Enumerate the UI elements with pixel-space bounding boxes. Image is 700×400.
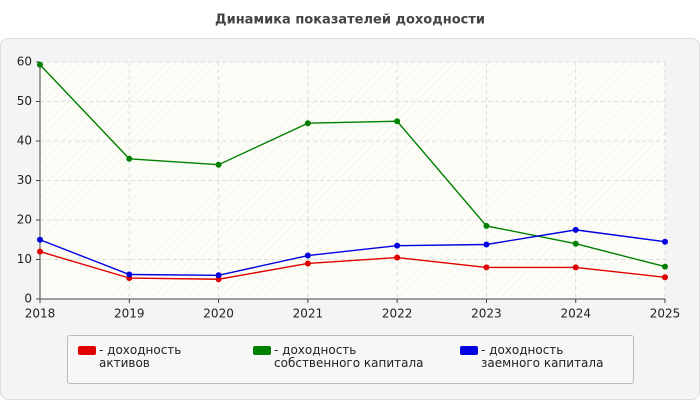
- y-tick-label: 10: [17, 252, 32, 266]
- data-point: [126, 271, 133, 278]
- x-tick-label: 2024: [560, 307, 591, 321]
- legend-swatch: [460, 346, 478, 355]
- legend-label: - доходность собственного капитала: [274, 343, 424, 370]
- y-tick-label: 40: [17, 134, 32, 148]
- data-point: [483, 222, 490, 229]
- data-point: [304, 260, 311, 267]
- data-point: [572, 240, 579, 247]
- y-tick-label: 60: [17, 55, 32, 69]
- data-point: [37, 236, 43, 243]
- data-point: [483, 241, 490, 248]
- x-tick-label: 2025: [650, 307, 681, 321]
- data-point: [304, 252, 311, 259]
- data-point: [483, 264, 490, 271]
- series-line: [39, 229, 666, 277]
- data-point: [662, 274, 668, 281]
- data-point: [37, 248, 43, 255]
- series-line: [39, 64, 666, 268]
- data-point: [572, 226, 579, 233]
- legend-swatch: [78, 346, 96, 355]
- legend-item: - доходность собственного капитала: [253, 344, 443, 370]
- legend-label: - доходность заемного капитала: [481, 343, 604, 370]
- x-tick-label: 2019: [114, 307, 145, 321]
- data-point: [662, 238, 668, 245]
- legend-label: - доходность активов: [99, 343, 182, 370]
- legend-swatch: [253, 346, 271, 355]
- data-point: [572, 264, 579, 271]
- y-tick-label: 0: [24, 292, 32, 306]
- x-tick-label: 2023: [471, 307, 502, 321]
- x-tick-label: 2018: [25, 307, 56, 321]
- data-point: [662, 263, 668, 270]
- y-tick-label: 30: [17, 173, 32, 187]
- y-tick-label: 50: [17, 94, 32, 108]
- data-point: [126, 155, 133, 162]
- data-point: [215, 272, 222, 279]
- data-point: [394, 118, 401, 125]
- data-point: [394, 254, 401, 261]
- data-point: [215, 161, 222, 168]
- y-tick-label: 20: [17, 213, 32, 227]
- legend-item: - доходность заемного капитала: [460, 344, 620, 370]
- data-point: [37, 61, 43, 68]
- data-point: [394, 242, 401, 249]
- chart-title: Динамика показателей доходности: [215, 13, 485, 28]
- legend: - доходность активов - доходность собстве…: [67, 335, 634, 384]
- x-tick-label: 2021: [293, 307, 324, 321]
- data-point: [304, 120, 311, 127]
- x-tick-label: 2022: [382, 307, 413, 321]
- legend-item: - доходность активов: [78, 344, 228, 370]
- x-tick-label: 2020: [203, 307, 234, 321]
- series-line: [39, 250, 666, 280]
